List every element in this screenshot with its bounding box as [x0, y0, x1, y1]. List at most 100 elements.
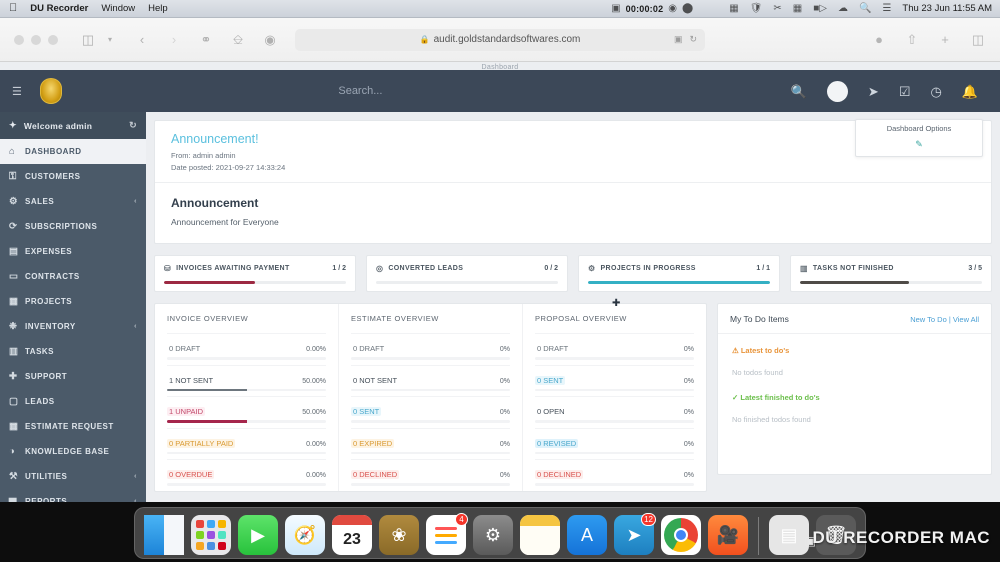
- menubar-app-name[interactable]: DU Recorder: [22, 3, 88, 14]
- dock-item-notes[interactable]: [520, 515, 560, 555]
- wifi-icon[interactable]: ☁: [837, 2, 848, 14]
- share-icon[interactable]: ⇧: [906, 31, 918, 47]
- menubar-item-help[interactable]: Help: [139, 3, 168, 14]
- sidebar-item-subscriptions[interactable]: ⟳ SUBSCRIPTIONS: [0, 214, 146, 239]
- overview-row[interactable]: 0 OPEN 0%: [535, 396, 694, 428]
- overview-row[interactable]: 0 DECLINED 0%: [351, 459, 510, 491]
- share-icon[interactable]: ➤: [867, 83, 879, 99]
- control-center-icon[interactable]: ☰: [882, 2, 892, 14]
- overview-row[interactable]: 0 DRAFT 0%: [351, 333, 510, 365]
- avatar[interactable]: [826, 80, 848, 102]
- overview-row[interactable]: 0 SENT 0%: [535, 364, 694, 397]
- window-controls[interactable]: [0, 34, 58, 45]
- search-input[interactable]: Search...: [338, 85, 383, 97]
- dock-item-app-store[interactable]: A: [567, 515, 607, 555]
- minimize-button[interactable]: [31, 34, 41, 45]
- overview-row[interactable]: 0 SENT 0%: [351, 396, 510, 428]
- calendar-icon[interactable]: ▦: [792, 2, 803, 14]
- overview-row[interactable]: 0 DRAFT 0.00%: [167, 333, 326, 365]
- dock-item-calendar[interactable]: 23: [332, 515, 372, 555]
- search-icon[interactable]: 🔍: [858, 2, 872, 14]
- maximize-button[interactable]: [48, 34, 58, 45]
- tasks-icon: ▥: [9, 346, 19, 357]
- stat-card[interactable]: ◎ CONVERTED LEADS 0 / 2: [366, 255, 568, 293]
- announcement-title[interactable]: Announcement!: [171, 132, 259, 146]
- translate-icon[interactable]: ▣: [673, 34, 683, 44]
- sidebar-icon[interactable]: ◫: [81, 31, 95, 47]
- refresh-icon[interactable]: ↻: [129, 120, 137, 130]
- sidebar-welcome[interactable]: ✦ Welcome admin ↻: [0, 112, 146, 139]
- overview-row[interactable]: 0 EXPIRED 0%: [351, 427, 510, 460]
- overview-row[interactable]: 1 UNPAID 50.00%: [167, 396, 326, 428]
- address-bar[interactable]: 🔒 audit.goldstandardsoftwares.com ▣ ↻: [295, 28, 705, 51]
- new-tab-icon[interactable]: +: [941, 32, 949, 47]
- record-stop-icon[interactable]: ◉: [668, 2, 678, 14]
- extension-icon[interactable]: ◉: [264, 31, 276, 47]
- downloads-icon[interactable]: ●: [875, 32, 883, 47]
- shield-icon[interactable]: 🛡: [749, 2, 763, 14]
- battery-icon[interactable]: ■▷: [813, 2, 827, 14]
- search-icon[interactable]: 🔍: [790, 83, 807, 99]
- dock-item-facetime[interactable]: ▶: [238, 515, 278, 555]
- dock-item-photos[interactable]: ❀: [379, 515, 419, 555]
- overview-row[interactable]: 0 REVISED 0%: [535, 427, 694, 460]
- scissors-icon[interactable]: ✂: [773, 2, 782, 14]
- reload-icon[interactable]: ↻: [689, 34, 697, 44]
- dock-item-system-preferences[interactable]: ⚙: [473, 515, 513, 555]
- dock-item-telegram[interactable]: ➤ 12: [614, 513, 656, 555]
- sidebar-item-support[interactable]: ✚ SUPPORT: [0, 364, 146, 389]
- todo-links[interactable]: New To Do | View All: [910, 314, 979, 324]
- timer-icon[interactable]: ◷: [930, 83, 942, 99]
- tabs-icon[interactable]: ◫: [971, 31, 985, 47]
- dock-item-launchpad[interactable]: [191, 515, 231, 555]
- shield-icon[interactable]: ⚭: [200, 31, 212, 47]
- overview-row-percent: 0%: [499, 409, 510, 417]
- overview-row[interactable]: 0 NOT SENT 0%: [351, 364, 510, 397]
- overview-row[interactable]: 0 DECLINED 0%: [535, 459, 694, 491]
- sidebar-item-tasks[interactable]: ▥ TASKS: [0, 339, 146, 364]
- forward-icon[interactable]: ›: [171, 32, 177, 47]
- tasks-icon[interactable]: ☑: [898, 83, 911, 99]
- sidebar-item-dashboard[interactable]: ⌂ DASHBOARD: [0, 139, 146, 164]
- sidebar-item-inventory[interactable]: ❉ INVENTORY ‹: [0, 314, 146, 339]
- sidebar-item-projects[interactable]: ▦ PROJECTS: [0, 289, 146, 314]
- dock-item-trash[interactable]: 🗑: [816, 515, 856, 555]
- record-dot-icon[interactable]: ⬤: [682, 2, 694, 14]
- dock-item-du-recorder[interactable]: 🎥: [708, 515, 748, 555]
- close-button[interactable]: [14, 34, 24, 45]
- airplay-icon[interactable]: ▦: [729, 2, 739, 14]
- menubar-clock[interactable]: Thu 23 Jun 11:55 AM: [902, 3, 992, 14]
- sidebar-item-contracts[interactable]: ▭ CONTRACTS: [0, 264, 146, 289]
- overview-row[interactable]: 0 OVERDUE 0.00%: [167, 459, 326, 491]
- sidebar-item-customers[interactable]: ⚿ CUSTOMERS: [0, 164, 146, 189]
- dock-item-chrome[interactable]: [661, 515, 701, 555]
- dashboard-options-popover[interactable]: Dashboard Options ✎: [855, 119, 983, 157]
- chevron-down-icon[interactable]: ▾: [107, 35, 112, 44]
- bell-icon[interactable]: 🔔: [961, 83, 978, 99]
- sidebar-item-estimate-request[interactable]: ▦ ESTIMATE REQUEST: [0, 414, 146, 439]
- overview-row[interactable]: 0 PARTIALLY PAID 0.00%: [167, 427, 326, 460]
- dock-item-downloads-stack[interactable]: ▤: [769, 515, 809, 555]
- sidebar-item-knowledge-base[interactable]: ◑ KNOWLEDGE BASE: [0, 439, 146, 464]
- privacy-icon[interactable]: ⎒: [232, 31, 244, 47]
- stat-card[interactable]: ▥ TASKS NOT FINISHED 3 / 5: [790, 255, 992, 293]
- recording-status[interactable]: ▣ 00:00:02 ◉ ⬤: [611, 2, 694, 14]
- sidebar-item-utilities[interactable]: ⚒ UTILITIES ‹: [0, 464, 146, 489]
- sidebar-item-sales[interactable]: ⚙ SALES ‹: [0, 189, 146, 214]
- sidebar-item-reports[interactable]: ▆ REPORTS ‹: [0, 489, 146, 502]
- apple-menu-icon[interactable]: : [9, 3, 17, 14]
- sidebar-item-leads[interactable]: ▢ LEADS: [0, 389, 146, 414]
- menubar-item-window[interactable]: Window: [93, 3, 135, 14]
- dock-item-reminders[interactable]: 4: [426, 513, 468, 555]
- back-icon[interactable]: ‹: [139, 32, 145, 47]
- sidebar-item-expenses[interactable]: ▤ EXPENSES: [0, 239, 146, 264]
- menu-toggle-icon[interactable]: ☰: [12, 85, 22, 98]
- dock-item-finder[interactable]: [144, 515, 184, 555]
- overview-row[interactable]: 1 NOT SENT 50.00%: [167, 364, 326, 397]
- brand-logo[interactable]: [39, 78, 62, 104]
- stat-card[interactable]: ⚙ PROJECTS IN PROGRESS 1 / 1: [578, 255, 780, 293]
- pencil-icon[interactable]: ✎: [915, 139, 923, 149]
- overview-row[interactable]: 0 DRAFT 0%: [535, 333, 694, 365]
- dock-item-safari[interactable]: 🧭: [285, 515, 325, 555]
- stat-card[interactable]: ⛁ INVOICES AWAITING PAYMENT 1 / 2: [154, 255, 356, 293]
